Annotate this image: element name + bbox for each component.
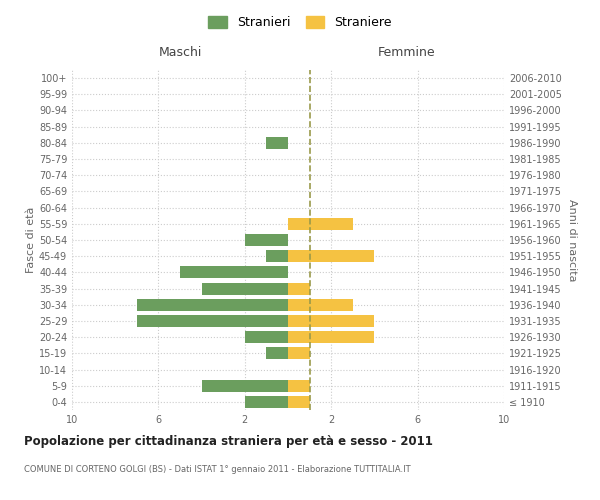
Bar [180,266,288,278]
Bar [245,234,288,246]
Bar [288,380,310,392]
Bar [288,331,374,343]
Y-axis label: Fasce di età: Fasce di età [26,207,36,273]
Bar [288,250,374,262]
Bar [288,298,353,311]
Text: Femmine: Femmine [378,46,436,59]
Bar [288,315,374,327]
Bar [266,348,288,360]
Bar [245,396,288,408]
Bar [288,348,310,360]
Text: Popolazione per cittadinanza straniera per età e sesso - 2011: Popolazione per cittadinanza straniera p… [24,435,433,448]
Text: COMUNE DI CORTENO GOLGI (BS) - Dati ISTAT 1° gennaio 2011 - Elaborazione TUTTITA: COMUNE DI CORTENO GOLGI (BS) - Dati ISTA… [24,465,410,474]
Bar [288,218,353,230]
Bar [288,282,310,294]
Bar [202,282,288,294]
Bar [245,331,288,343]
Y-axis label: Anni di nascita: Anni di nascita [567,198,577,281]
Bar [202,380,288,392]
Bar [288,396,310,408]
Bar [137,298,288,311]
Bar [137,315,288,327]
Bar [266,137,288,149]
Text: Maschi: Maschi [158,46,202,59]
Legend: Stranieri, Straniere: Stranieri, Straniere [203,11,397,34]
Bar [266,250,288,262]
